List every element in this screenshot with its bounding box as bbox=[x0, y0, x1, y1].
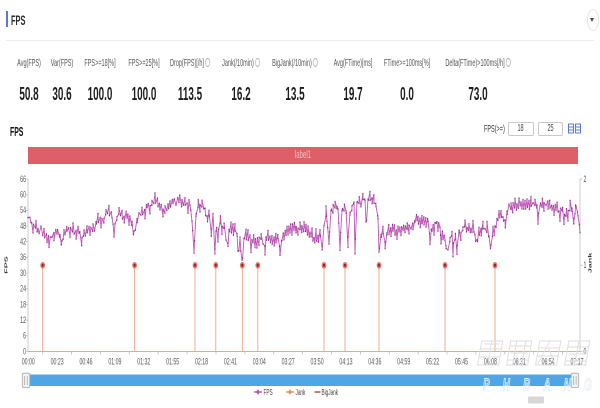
svg-text:FPS: FPS bbox=[3, 256, 9, 274]
svg-text:0: 0 bbox=[23, 346, 26, 357]
svg-text:36: 36 bbox=[20, 252, 26, 263]
svg-text:03:04: 03:04 bbox=[253, 356, 267, 367]
svg-text:01:09: 01:09 bbox=[108, 356, 121, 367]
svg-text:Jank: Jank bbox=[296, 389, 306, 398]
svg-text:FPS: FPS bbox=[264, 389, 273, 398]
svg-text:48: 48 bbox=[20, 220, 26, 231]
svg-text:03:27: 03:27 bbox=[282, 356, 295, 367]
svg-text:0: 0 bbox=[584, 346, 587, 357]
svg-text:24: 24 bbox=[20, 283, 26, 294]
svg-text:2: 2 bbox=[584, 173, 587, 184]
svg-text:18: 18 bbox=[20, 299, 26, 310]
svg-text:06:54: 06:54 bbox=[542, 356, 556, 367]
svg-text:Jank: Jank bbox=[587, 252, 593, 274]
svg-text:BigJank: BigJank bbox=[322, 389, 339, 398]
svg-text:6: 6 bbox=[23, 330, 26, 341]
svg-text:42: 42 bbox=[20, 236, 26, 247]
svg-text:02:41: 02:41 bbox=[224, 356, 237, 367]
svg-text:06:31: 06:31 bbox=[513, 356, 526, 367]
svg-text:54: 54 bbox=[20, 204, 26, 215]
svg-text:60: 60 bbox=[20, 189, 26, 200]
svg-text:66: 66 bbox=[20, 173, 26, 184]
svg-text:1: 1 bbox=[584, 259, 587, 270]
svg-text:30: 30 bbox=[20, 267, 26, 278]
svg-text:04:36: 04:36 bbox=[368, 356, 381, 367]
svg-text:04:13: 04:13 bbox=[339, 356, 352, 367]
svg-text:06:08: 06:08 bbox=[484, 356, 497, 367]
svg-text:01:32: 01:32 bbox=[137, 356, 150, 367]
svg-text:05:22: 05:22 bbox=[426, 356, 439, 367]
svg-text:00:00: 00:00 bbox=[22, 356, 35, 367]
svg-text:PHBANG: PHBANG bbox=[483, 376, 600, 396]
svg-text:04:59: 04:59 bbox=[397, 356, 410, 367]
svg-text:00:46: 00:46 bbox=[79, 356, 92, 367]
svg-text:12: 12 bbox=[20, 314, 26, 325]
svg-text:03:50: 03:50 bbox=[311, 356, 324, 367]
svg-text:00:23: 00:23 bbox=[51, 356, 64, 367]
svg-text:02:18: 02:18 bbox=[195, 356, 208, 367]
svg-text:01:55: 01:55 bbox=[166, 356, 179, 367]
svg-text:05:45: 05:45 bbox=[455, 356, 468, 367]
